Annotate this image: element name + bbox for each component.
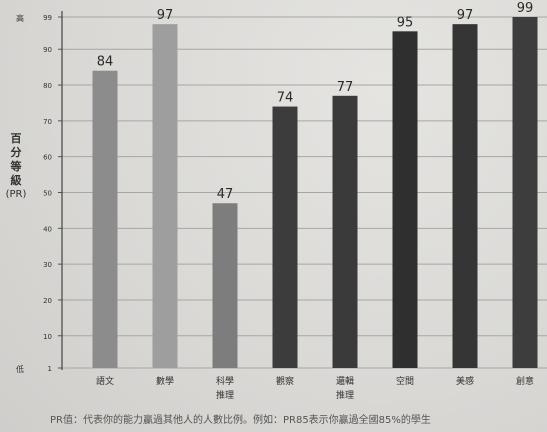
x-category-label: 美感 — [456, 375, 474, 387]
y-tick-label: 99 — [43, 14, 52, 22]
bar-value-label: 99 — [517, 1, 534, 16]
bar-value-label: 84 — [97, 55, 114, 70]
y-axis-unit-label: (PR) — [5, 189, 27, 200]
bar — [212, 203, 238, 368]
bar — [332, 95, 358, 368]
x-category-label: 語文 — [96, 375, 114, 387]
y-axis-title: 百分等級 (PR) — [0, 132, 32, 202]
y-tick-label: 30 — [43, 261, 52, 269]
y-axis-label: 百分等級 — [10, 132, 22, 187]
bar — [272, 106, 298, 368]
y-tick-label: 70 — [43, 118, 52, 126]
y-tick-label: 50 — [43, 190, 52, 198]
y-tick-label: 20 — [43, 297, 52, 305]
y-tick-label: 40 — [43, 225, 52, 233]
x-category-label: 科學 — [216, 375, 234, 387]
bar — [392, 31, 418, 368]
bar — [512, 17, 538, 368]
x-category-label: 空間 — [396, 375, 414, 387]
bar — [452, 24, 478, 368]
y-tick-label: 1 — [48, 365, 52, 373]
bar-value-label: 77 — [337, 80, 354, 95]
x-category-label: 數學 — [156, 375, 174, 387]
y-tick-label: 10 — [43, 333, 52, 341]
x-category-label: 創意 — [516, 375, 534, 387]
bar — [92, 70, 118, 368]
y-axis-high-label: 高 — [16, 13, 24, 23]
bar-value-label: 47 — [217, 187, 234, 202]
bar — [152, 24, 178, 368]
bar-value-label: 95 — [397, 15, 414, 30]
x-category-label: 推理 — [336, 389, 354, 401]
y-tick-label: 80 — [43, 82, 52, 90]
x-category-label: 觀察 — [276, 375, 294, 387]
x-category-label: 推理 — [216, 389, 234, 401]
bar-value-label: 97 — [457, 8, 474, 23]
bar-value-label: 97 — [157, 8, 174, 23]
y-axis-low-label: 低 — [16, 364, 24, 374]
chart-footnote: PR值：代表你的能力贏過其他人的人數比例。例如：PR85表示你贏過全國85%的學… — [50, 415, 431, 426]
x-category-label: 邏輯 — [336, 375, 354, 387]
bar-value-label: 74 — [277, 91, 294, 106]
y-tick-label: 90 — [43, 46, 52, 54]
y-tick-label: 60 — [43, 154, 52, 162]
